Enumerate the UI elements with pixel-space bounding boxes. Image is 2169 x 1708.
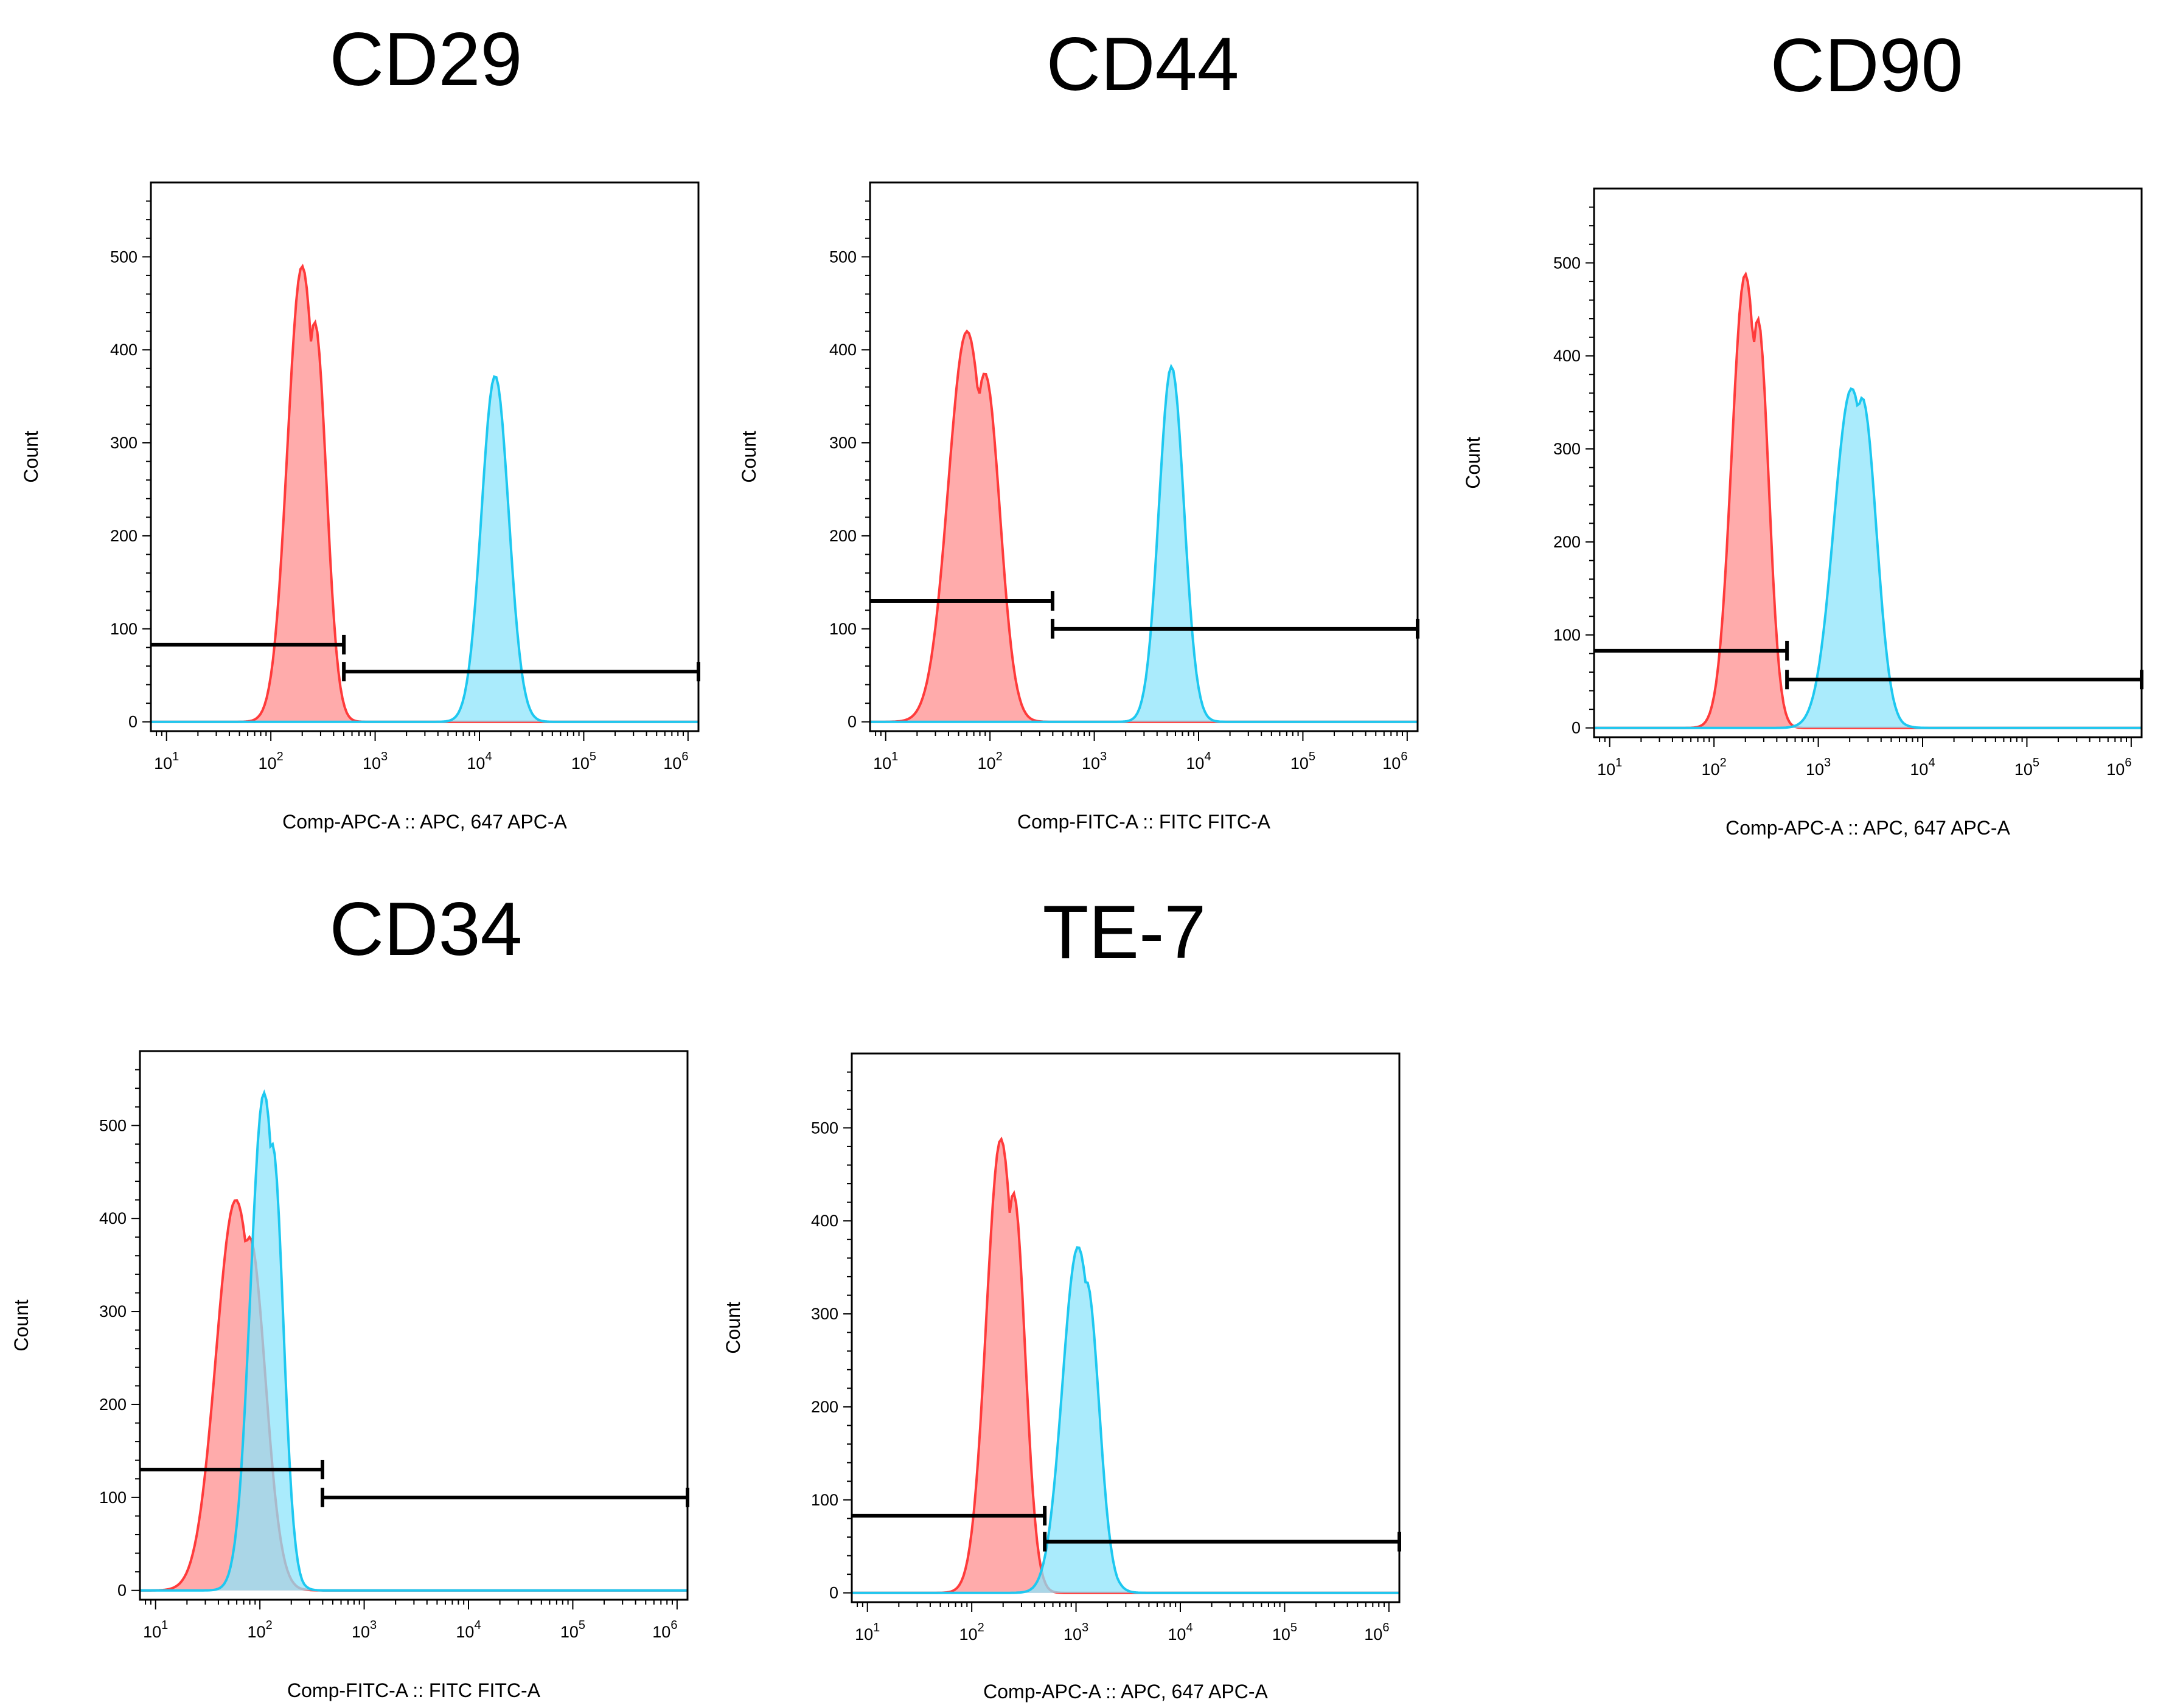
y-tick-label: 100 <box>829 620 857 638</box>
y-tick-label: 400 <box>110 341 138 359</box>
y-tick-label: 300 <box>811 1305 838 1323</box>
x-tick-label: 101 <box>1597 756 1622 779</box>
y-tick-label: 100 <box>1553 626 1581 644</box>
y-tick-label: 100 <box>811 1491 838 1509</box>
y-tick-label: 500 <box>811 1119 838 1137</box>
y-tick-label: 0 <box>117 1581 127 1600</box>
panel-title: CD29 <box>329 18 522 102</box>
x-tick-label: 102 <box>1702 756 1727 779</box>
x-tick-label: 102 <box>959 1621 984 1644</box>
x-axis-label: Comp-APC-A :: APC, 647 APC-A <box>983 1681 1268 1703</box>
histogram-panel-cd34: CD34 0 100 200 300 400 500 101 102 103 104 105 106 Co… <box>10 887 689 1701</box>
x-tick-label: 106 <box>652 1619 677 1641</box>
x-axis-label: Comp-APC-A :: APC, 647 APC-A <box>282 811 567 833</box>
histogram-line-stained <box>1594 387 2142 729</box>
histogram-panel-cd90: CD90 0 100 200 300 400 500 101 102 103 104 105 106 Co… <box>1462 24 2143 839</box>
x-tick-label: 105 <box>560 1619 585 1641</box>
x-tick-label: 101 <box>855 1621 880 1644</box>
y-tick-label: 100 <box>99 1488 127 1507</box>
x-tick-label: 103 <box>1064 1621 1088 1644</box>
x-tick-label: 102 <box>259 750 284 772</box>
histogram-fill-control <box>852 1139 1399 1593</box>
y-axis-label: Count <box>1462 437 1484 489</box>
y-tick-label: 500 <box>1553 254 1581 272</box>
y-tick-label: 300 <box>110 434 138 452</box>
y-tick-label: 200 <box>811 1398 838 1416</box>
histogram-panel-cd29: CD29 0 100 200 300 400 500 101 102 103 104 105 106 Co… <box>20 18 700 833</box>
x-tick-label: 103 <box>1806 756 1831 779</box>
y-tick-label: 400 <box>829 341 857 359</box>
x-tick-label: 105 <box>1290 750 1315 772</box>
histogram-line-stained <box>852 1246 1399 1594</box>
histogram-line-stained <box>151 375 698 723</box>
y-tick-label: 200 <box>829 527 857 545</box>
y-tick-label: 200 <box>1553 533 1581 551</box>
histogram-fill-control <box>151 266 698 722</box>
panel-title: CD44 <box>1046 23 1239 106</box>
histogram-panel-cd44: CD44 0 100 200 300 400 500 101 102 103 104 105 106 Co… <box>738 23 1419 833</box>
x-tick-label: 105 <box>571 750 596 772</box>
x-axis-label: Comp-FITC-A :: FITC FITC-A <box>287 1679 541 1701</box>
x-tick-label: 104 <box>1186 750 1211 772</box>
x-tick-label: 101 <box>143 1619 168 1641</box>
x-tick-label: 103 <box>1082 750 1107 772</box>
x-tick-label: 104 <box>1168 1621 1192 1644</box>
y-axis-label: Count <box>738 431 760 483</box>
y-tick-label: 100 <box>110 620 138 638</box>
panel-title: TE-7 <box>1043 890 1206 974</box>
x-axis-label: Comp-APC-A :: APC, 647 APC-A <box>1725 817 2010 839</box>
panel-title: CD34 <box>329 887 522 971</box>
x-tick-label: 104 <box>467 750 492 772</box>
histogram-fill-stained <box>1594 389 2142 728</box>
x-tick-label: 103 <box>352 1619 377 1641</box>
y-axis-label: Count <box>10 1299 32 1352</box>
y-tick-label: 300 <box>1553 440 1581 458</box>
y-tick-label: 300 <box>829 434 857 452</box>
y-tick-label: 200 <box>110 527 138 545</box>
x-tick-label: 106 <box>663 750 688 772</box>
histogram-fill-control <box>1594 274 2142 728</box>
x-tick-label: 102 <box>248 1619 273 1641</box>
y-tick-label: 200 <box>99 1395 127 1414</box>
y-tick-label: 300 <box>99 1302 127 1321</box>
y-tick-label: 400 <box>811 1212 838 1230</box>
y-tick-label: 500 <box>99 1116 127 1134</box>
y-tick-label: 500 <box>829 248 857 266</box>
histogram-panel-te-7: TE-7 0 100 200 300 400 500 101 102 103 104 105 106 Co… <box>722 890 1401 1703</box>
x-tick-label: 106 <box>1364 1621 1389 1644</box>
x-tick-label: 101 <box>873 750 898 772</box>
x-tick-label: 105 <box>2014 756 2039 779</box>
histogram-line-stained <box>140 1089 688 1592</box>
y-tick-label: 400 <box>1553 347 1581 365</box>
x-tick-label: 106 <box>2106 756 2131 779</box>
y-tick-label: 400 <box>99 1209 127 1227</box>
y-tick-label: 500 <box>110 248 138 266</box>
x-tick-label: 101 <box>154 750 179 772</box>
x-tick-label: 104 <box>456 1619 481 1641</box>
y-tick-label: 0 <box>1572 719 1581 737</box>
x-tick-label: 103 <box>363 750 388 772</box>
y-axis-label: Count <box>20 431 42 483</box>
x-tick-label: 102 <box>978 750 1003 772</box>
x-tick-label: 104 <box>1910 756 1935 779</box>
histogram-fill-control <box>870 331 1418 722</box>
y-tick-label: 0 <box>829 1584 838 1602</box>
x-tick-label: 106 <box>1382 750 1407 772</box>
panel-title: CD90 <box>1770 24 1963 108</box>
x-axis-label: Comp-FITC-A :: FITC FITC-A <box>1017 811 1271 833</box>
y-axis-label: Count <box>722 1302 744 1354</box>
histogram-fill-stained <box>140 1092 688 1591</box>
histogram-line-stained <box>870 363 1418 723</box>
x-tick-label: 105 <box>1272 1621 1297 1644</box>
y-tick-label: 0 <box>128 713 138 731</box>
y-tick-label: 0 <box>848 713 857 731</box>
